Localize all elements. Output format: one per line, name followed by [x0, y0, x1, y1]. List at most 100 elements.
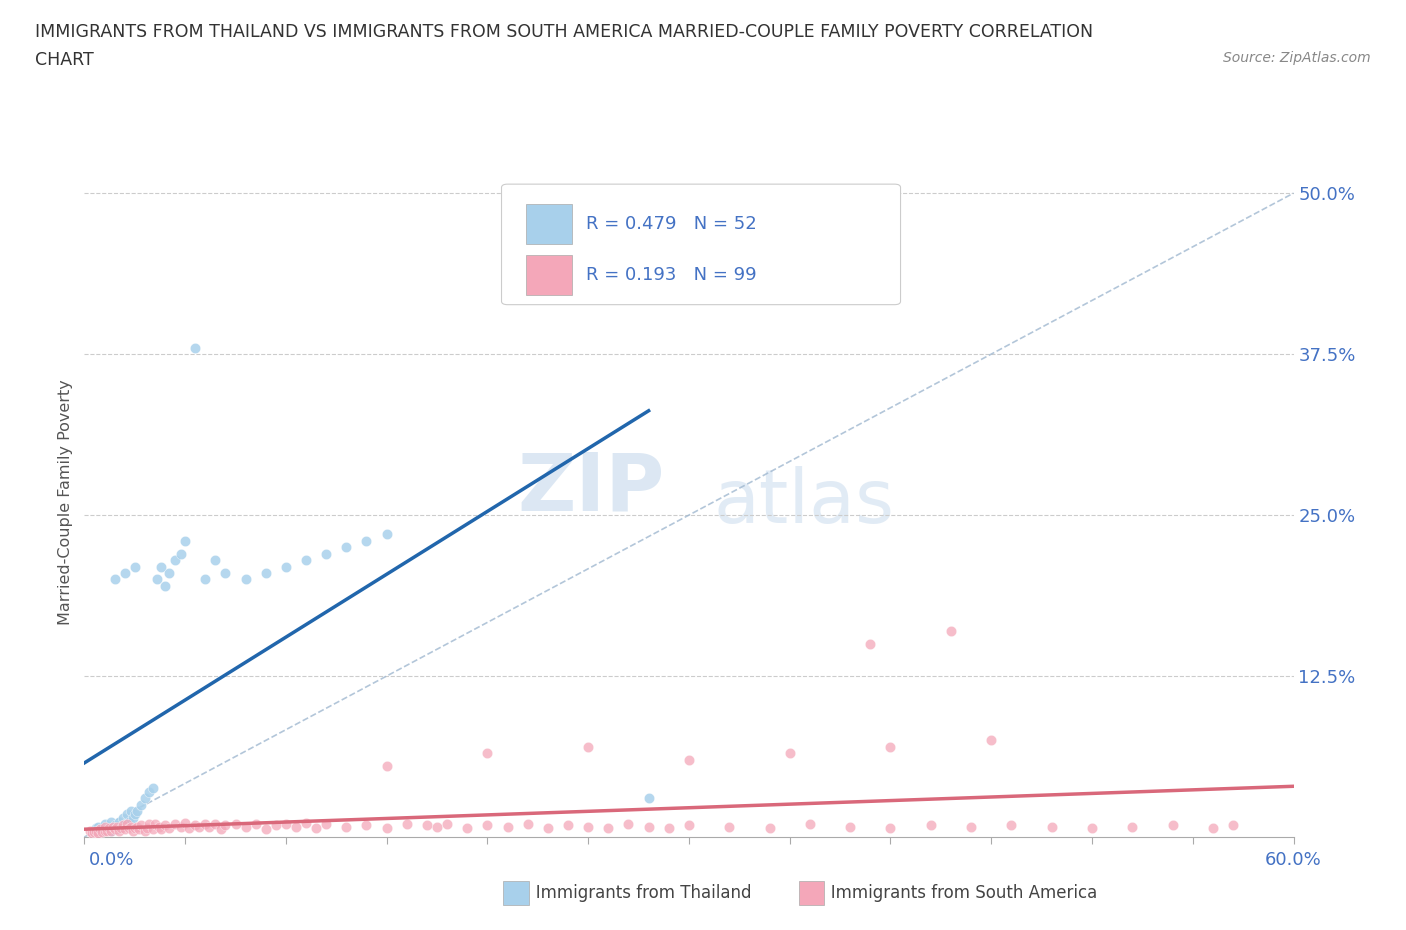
- Point: [129, 818, 152, 833]
- Point: [678, 818, 700, 833]
- Point: [295, 816, 318, 830]
- Point: [758, 820, 780, 835]
- Point: [142, 780, 165, 795]
- Point: [264, 818, 287, 833]
- Point: [165, 817, 187, 831]
- Text: R = 0.479   N = 52: R = 0.479 N = 52: [586, 215, 756, 233]
- Point: [274, 559, 297, 574]
- Point: [93, 822, 115, 837]
- Point: [184, 340, 207, 355]
- Point: [658, 820, 681, 835]
- Point: [179, 820, 201, 835]
- Point: [121, 810, 143, 825]
- Point: [939, 623, 962, 638]
- Point: [718, 819, 741, 834]
- Point: [142, 822, 165, 837]
- Point: [104, 572, 127, 587]
- Point: [598, 820, 620, 835]
- Point: [120, 819, 142, 834]
- Point: [315, 817, 337, 831]
- Point: [101, 819, 124, 834]
- Point: [93, 823, 115, 838]
- Point: [617, 817, 640, 831]
- Point: [799, 817, 821, 831]
- Point: [920, 818, 942, 833]
- Point: [128, 822, 150, 837]
- Point: [170, 819, 193, 834]
- Point: [375, 527, 398, 542]
- Point: [111, 810, 134, 825]
- Point: [79, 823, 101, 838]
- Point: [235, 572, 257, 587]
- Point: [198, 819, 221, 834]
- Point: [1202, 820, 1225, 835]
- Point: [100, 823, 122, 838]
- Point: [153, 578, 176, 593]
- Point: [135, 820, 157, 835]
- Point: [284, 819, 308, 834]
- Point: [121, 823, 143, 838]
- Point: [375, 820, 398, 835]
- Point: [146, 572, 169, 587]
- Point: [104, 822, 127, 837]
- Point: [124, 820, 146, 835]
- Point: [315, 546, 337, 561]
- Point: [184, 818, 207, 833]
- Point: [576, 819, 599, 834]
- Point: [143, 817, 166, 831]
- Point: [86, 820, 108, 835]
- Point: [477, 746, 499, 761]
- Point: [149, 559, 172, 574]
- Point: [97, 819, 120, 834]
- Point: [235, 819, 257, 834]
- Point: [107, 823, 129, 838]
- Text: 0.0%: 0.0%: [89, 851, 134, 869]
- Point: [83, 824, 105, 839]
- Bar: [526, 204, 572, 244]
- Point: [1081, 820, 1104, 835]
- Point: [1222, 818, 1244, 833]
- Point: [93, 817, 115, 831]
- Point: [114, 565, 136, 580]
- Point: [254, 565, 277, 580]
- Point: [295, 552, 318, 567]
- Point: [100, 823, 122, 838]
- Text: Source: ZipAtlas.com: Source: ZipAtlas.com: [1223, 51, 1371, 65]
- Point: [101, 820, 124, 835]
- Point: [138, 817, 160, 831]
- Point: [124, 806, 146, 821]
- Point: [879, 739, 901, 754]
- Point: [149, 822, 172, 837]
- Point: [118, 814, 141, 829]
- Point: [83, 823, 105, 838]
- Point: [859, 636, 882, 651]
- Point: [87, 826, 110, 841]
- Point: [305, 820, 328, 835]
- Point: [105, 819, 128, 834]
- Point: [204, 817, 226, 831]
- Point: [274, 817, 297, 831]
- Point: [214, 565, 236, 580]
- Point: [120, 804, 142, 818]
- Point: [188, 819, 211, 834]
- Point: [110, 820, 132, 835]
- Point: [91, 824, 114, 839]
- Point: [436, 817, 458, 831]
- Point: [637, 819, 659, 834]
- Point: [157, 820, 180, 835]
- Point: [87, 819, 110, 834]
- Point: [1000, 818, 1022, 833]
- Point: [107, 814, 129, 829]
- Point: [114, 822, 136, 837]
- Point: [115, 817, 138, 831]
- Point: [124, 559, 146, 574]
- Point: [194, 572, 217, 587]
- Point: [165, 552, 187, 567]
- Point: [516, 817, 538, 831]
- Point: [335, 819, 357, 834]
- Point: [426, 819, 449, 834]
- Point: [110, 819, 132, 834]
- Point: [114, 817, 136, 831]
- Point: [125, 819, 148, 834]
- Point: [537, 820, 560, 835]
